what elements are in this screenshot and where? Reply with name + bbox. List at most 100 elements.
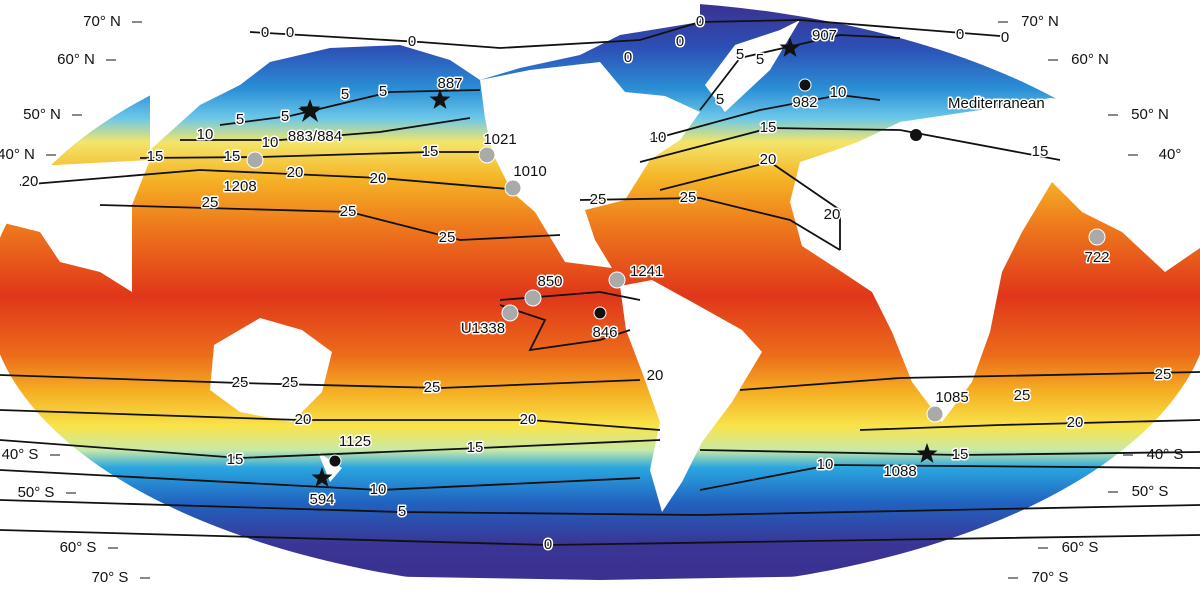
latitude-label: 40° [1159, 146, 1182, 163]
site-label: 1208 [223, 178, 256, 195]
site-marker [779, 37, 801, 57]
contour-label: 5 [236, 111, 244, 128]
contour-label: 0 [286, 24, 294, 41]
contour-label: 25 [1014, 387, 1031, 404]
latitude-label: 60° S [60, 539, 97, 556]
contour-label: 25 [590, 191, 607, 208]
latitude-label: 50° S [1132, 483, 1169, 500]
contour-label: 10 [817, 456, 834, 473]
contour-label: 10 [830, 84, 847, 101]
site-marker [524, 289, 542, 307]
contour-label: 10 [262, 134, 279, 151]
contour-label: 20 [760, 151, 777, 168]
site-label: 850 [537, 273, 562, 290]
contour-label: 0 [1001, 29, 1009, 46]
contour-label: 20 [824, 206, 841, 223]
site-marker [478, 146, 496, 164]
contour-label: 15 [224, 148, 241, 165]
contour-label: 20 [520, 411, 537, 428]
latitude-label: 40° N [0, 146, 35, 163]
contour-label: 15 [467, 439, 484, 456]
contour-label: 10 [197, 126, 214, 143]
latitude-label: 70° N [83, 13, 121, 30]
site-label: 883/884 [288, 128, 342, 145]
contour-label: 25 [1155, 366, 1172, 383]
site-label: 887 [437, 75, 462, 92]
contour-label: 25 [439, 229, 456, 246]
site-marker [798, 78, 812, 92]
latitude-label: 50° N [1131, 106, 1169, 123]
contour-label: 0 [261, 24, 269, 41]
contour-label: 5 [281, 108, 289, 125]
contour-label: 25 [680, 189, 697, 206]
latitude-label: 40° S [2, 446, 39, 463]
site-marker [501, 304, 519, 322]
contour-label: 25 [340, 203, 357, 220]
site-label: 1088 [883, 463, 916, 480]
site-label: 846 [592, 324, 617, 341]
latitude-label: 70° S [1032, 569, 1069, 586]
contour-label: 15 [147, 148, 164, 165]
site-marker [299, 99, 321, 119]
latitude-label: 70° S [92, 569, 129, 586]
contour-label: 15 [760, 119, 777, 136]
site-marker [593, 306, 607, 320]
contour-label: 0 [676, 33, 684, 50]
contour-label: 25 [202, 194, 219, 211]
contour-label: 15 [422, 143, 439, 160]
site-label: 1021 [483, 131, 516, 148]
contour-label: 0 [696, 13, 704, 30]
site-label: 722 [1084, 249, 1109, 266]
contour-label: 5 [341, 86, 349, 103]
contour-label: 15 [1032, 143, 1049, 160]
latitude-label: 50° S [18, 484, 55, 501]
site-marker [926, 405, 944, 423]
contour-label: 5 [756, 51, 764, 68]
site-marker [311, 467, 333, 487]
latitude-label: 50° N [23, 106, 61, 123]
contour-label: 25 [424, 379, 441, 396]
site-label: 594 [309, 491, 334, 508]
latitude-label: 70° N [1021, 13, 1059, 30]
site-label: 907 [812, 27, 837, 44]
site-marker [916, 443, 938, 463]
latitude-label: 60° N [57, 51, 95, 68]
contour-label: 20 [1067, 414, 1084, 431]
contour-label: 20 [22, 173, 39, 190]
contour-label: 20 [370, 170, 387, 187]
contour-label: 0 [956, 26, 964, 43]
contour-label: 5 [736, 46, 744, 63]
contour-label: 20 [647, 367, 664, 384]
latitude-label: 60° S [1062, 539, 1099, 556]
contour-label: 0 [544, 536, 552, 553]
site-marker [1088, 228, 1106, 246]
region-label: Mediterranean [948, 95, 1045, 112]
latitude-label: 60° N [1071, 51, 1109, 68]
site-marker [246, 151, 264, 169]
contours [0, 19, 1200, 546]
site-label: 1125 [339, 433, 371, 450]
contour-label: 25 [232, 374, 249, 391]
site-marker [910, 129, 922, 141]
latitude-label: 40° S [1147, 446, 1184, 463]
site-label: U1338 [461, 320, 505, 337]
contour-label: 5 [379, 83, 387, 100]
site-marker [608, 271, 626, 289]
contour-label: 10 [650, 129, 667, 146]
contour-label: 15 [952, 446, 969, 463]
contour-label: 25 [282, 374, 299, 391]
site-marker [328, 454, 342, 468]
contour-label: 10 [370, 481, 387, 498]
contour-label: 20 [287, 164, 304, 181]
contour-label: 0 [624, 49, 632, 66]
contour-label: 5 [716, 91, 724, 108]
contour-label: 20 [295, 411, 312, 428]
contour-label: 15 [227, 451, 244, 468]
site-label: 982 [792, 94, 817, 111]
contour-label: 5 [398, 503, 406, 520]
site-label: 1010 [513, 163, 546, 180]
contour-label: 0 [408, 33, 416, 50]
site-marker [504, 179, 522, 197]
